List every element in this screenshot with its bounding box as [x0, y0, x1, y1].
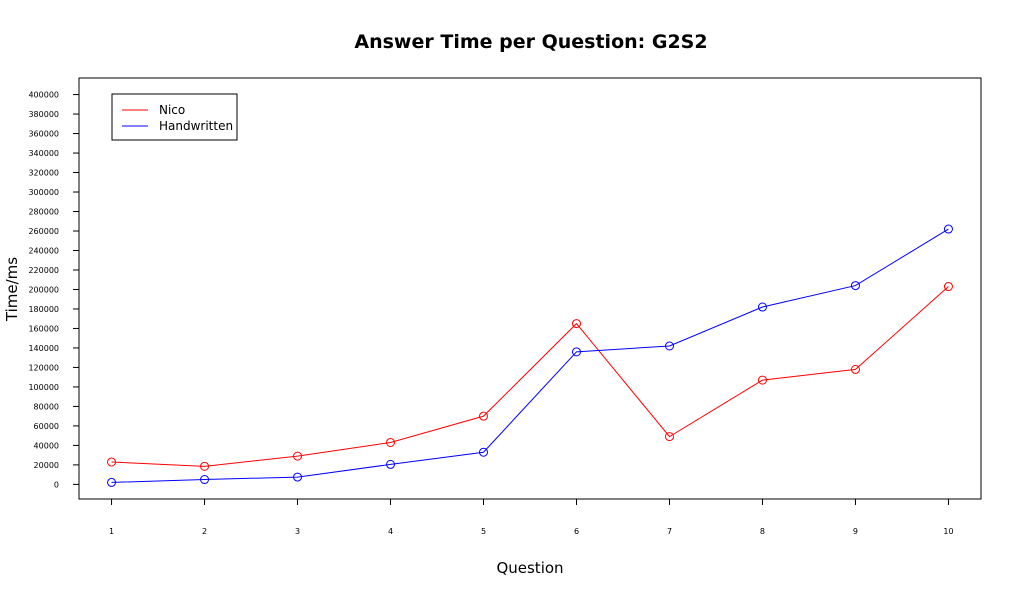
- data-point-nico: [107, 457, 117, 467]
- data-point-nico: [293, 451, 303, 461]
- data-point-nico: [757, 375, 767, 385]
- data-point-handwritten: [479, 447, 489, 457]
- y-tick-label: 20000: [34, 461, 59, 470]
- y-tick-label: 200000: [28, 285, 59, 294]
- y-tick-label: 80000: [34, 402, 59, 411]
- data-point-handwritten: [571, 347, 581, 357]
- data-point-handwritten: [107, 477, 117, 487]
- y-tick-label: 260000: [28, 227, 59, 236]
- data-point-nico: [386, 437, 396, 447]
- chart-title: Answer Time per Question: G2S2: [354, 31, 707, 53]
- x-tick-label: 9: [853, 527, 858, 536]
- y-tick-label: 360000: [28, 130, 59, 139]
- y-tick-label: 180000: [28, 305, 59, 314]
- x-axis-label: Question: [496, 559, 563, 577]
- x-tick-label: 1: [109, 527, 114, 536]
- y-tick-label: 140000: [28, 344, 59, 353]
- ticks: 0 20000 40000 60000 80000 100000 120000 140000 1…: [28, 91, 953, 536]
- y-tick-label: 240000: [28, 246, 59, 255]
- series-line-nico: [111, 286, 949, 467]
- data-point-handwritten: [757, 302, 767, 312]
- legend-box: [111, 93, 238, 141]
- data-point-handwritten: [943, 224, 953, 234]
- x-tick-label: 5: [481, 527, 486, 536]
- x-tick-label: 7: [667, 527, 672, 536]
- data-point-nico: [943, 282, 953, 292]
- legend-label-handwritten: Handwritten: [159, 119, 233, 133]
- series-line-handwritten: [111, 228, 949, 483]
- data-point-nico: [479, 411, 489, 421]
- data-point-nico: [850, 364, 860, 374]
- y-tick-label: 160000: [28, 324, 59, 333]
- y-tick-label: 0: [54, 480, 59, 489]
- data-point-nico: [200, 461, 210, 471]
- x-tick-label: 4: [388, 527, 393, 536]
- x-tick-label: 3: [295, 527, 300, 536]
- x-tick-label: 10: [943, 527, 953, 536]
- y-tick-label: 380000: [28, 110, 59, 119]
- data-point-handwritten: [386, 459, 396, 469]
- y-tick-label: 40000: [34, 441, 59, 450]
- y-tick-label: 120000: [28, 363, 59, 372]
- x-tick-label: 8: [760, 527, 765, 536]
- y-tick-label: 400000: [28, 91, 59, 100]
- y-tick-label: 320000: [28, 169, 59, 178]
- data-point-nico: [664, 432, 674, 442]
- y-axis-label: Time/ms: [3, 257, 21, 322]
- series: [107, 224, 953, 487]
- data-point-nico: [571, 319, 581, 329]
- data-point-handwritten: [850, 281, 860, 291]
- y-tick-label: 300000: [28, 188, 59, 197]
- y-tick-label: 60000: [34, 422, 59, 431]
- data-point-handwritten: [293, 472, 303, 482]
- y-tick-label: 100000: [28, 383, 59, 392]
- x-tick-label: 6: [574, 527, 579, 536]
- y-tick-label: 280000: [28, 208, 59, 217]
- legend-label-nico: Nico: [159, 103, 185, 117]
- y-tick-label: 220000: [28, 266, 59, 275]
- y-tick-label: 340000: [28, 149, 59, 158]
- data-point-handwritten: [664, 341, 674, 351]
- x-tick-label: 2: [202, 527, 207, 536]
- plot-frame: [78, 77, 982, 500]
- data-point-handwritten: [200, 475, 210, 485]
- legend: Nico Handwritten: [111, 93, 238, 141]
